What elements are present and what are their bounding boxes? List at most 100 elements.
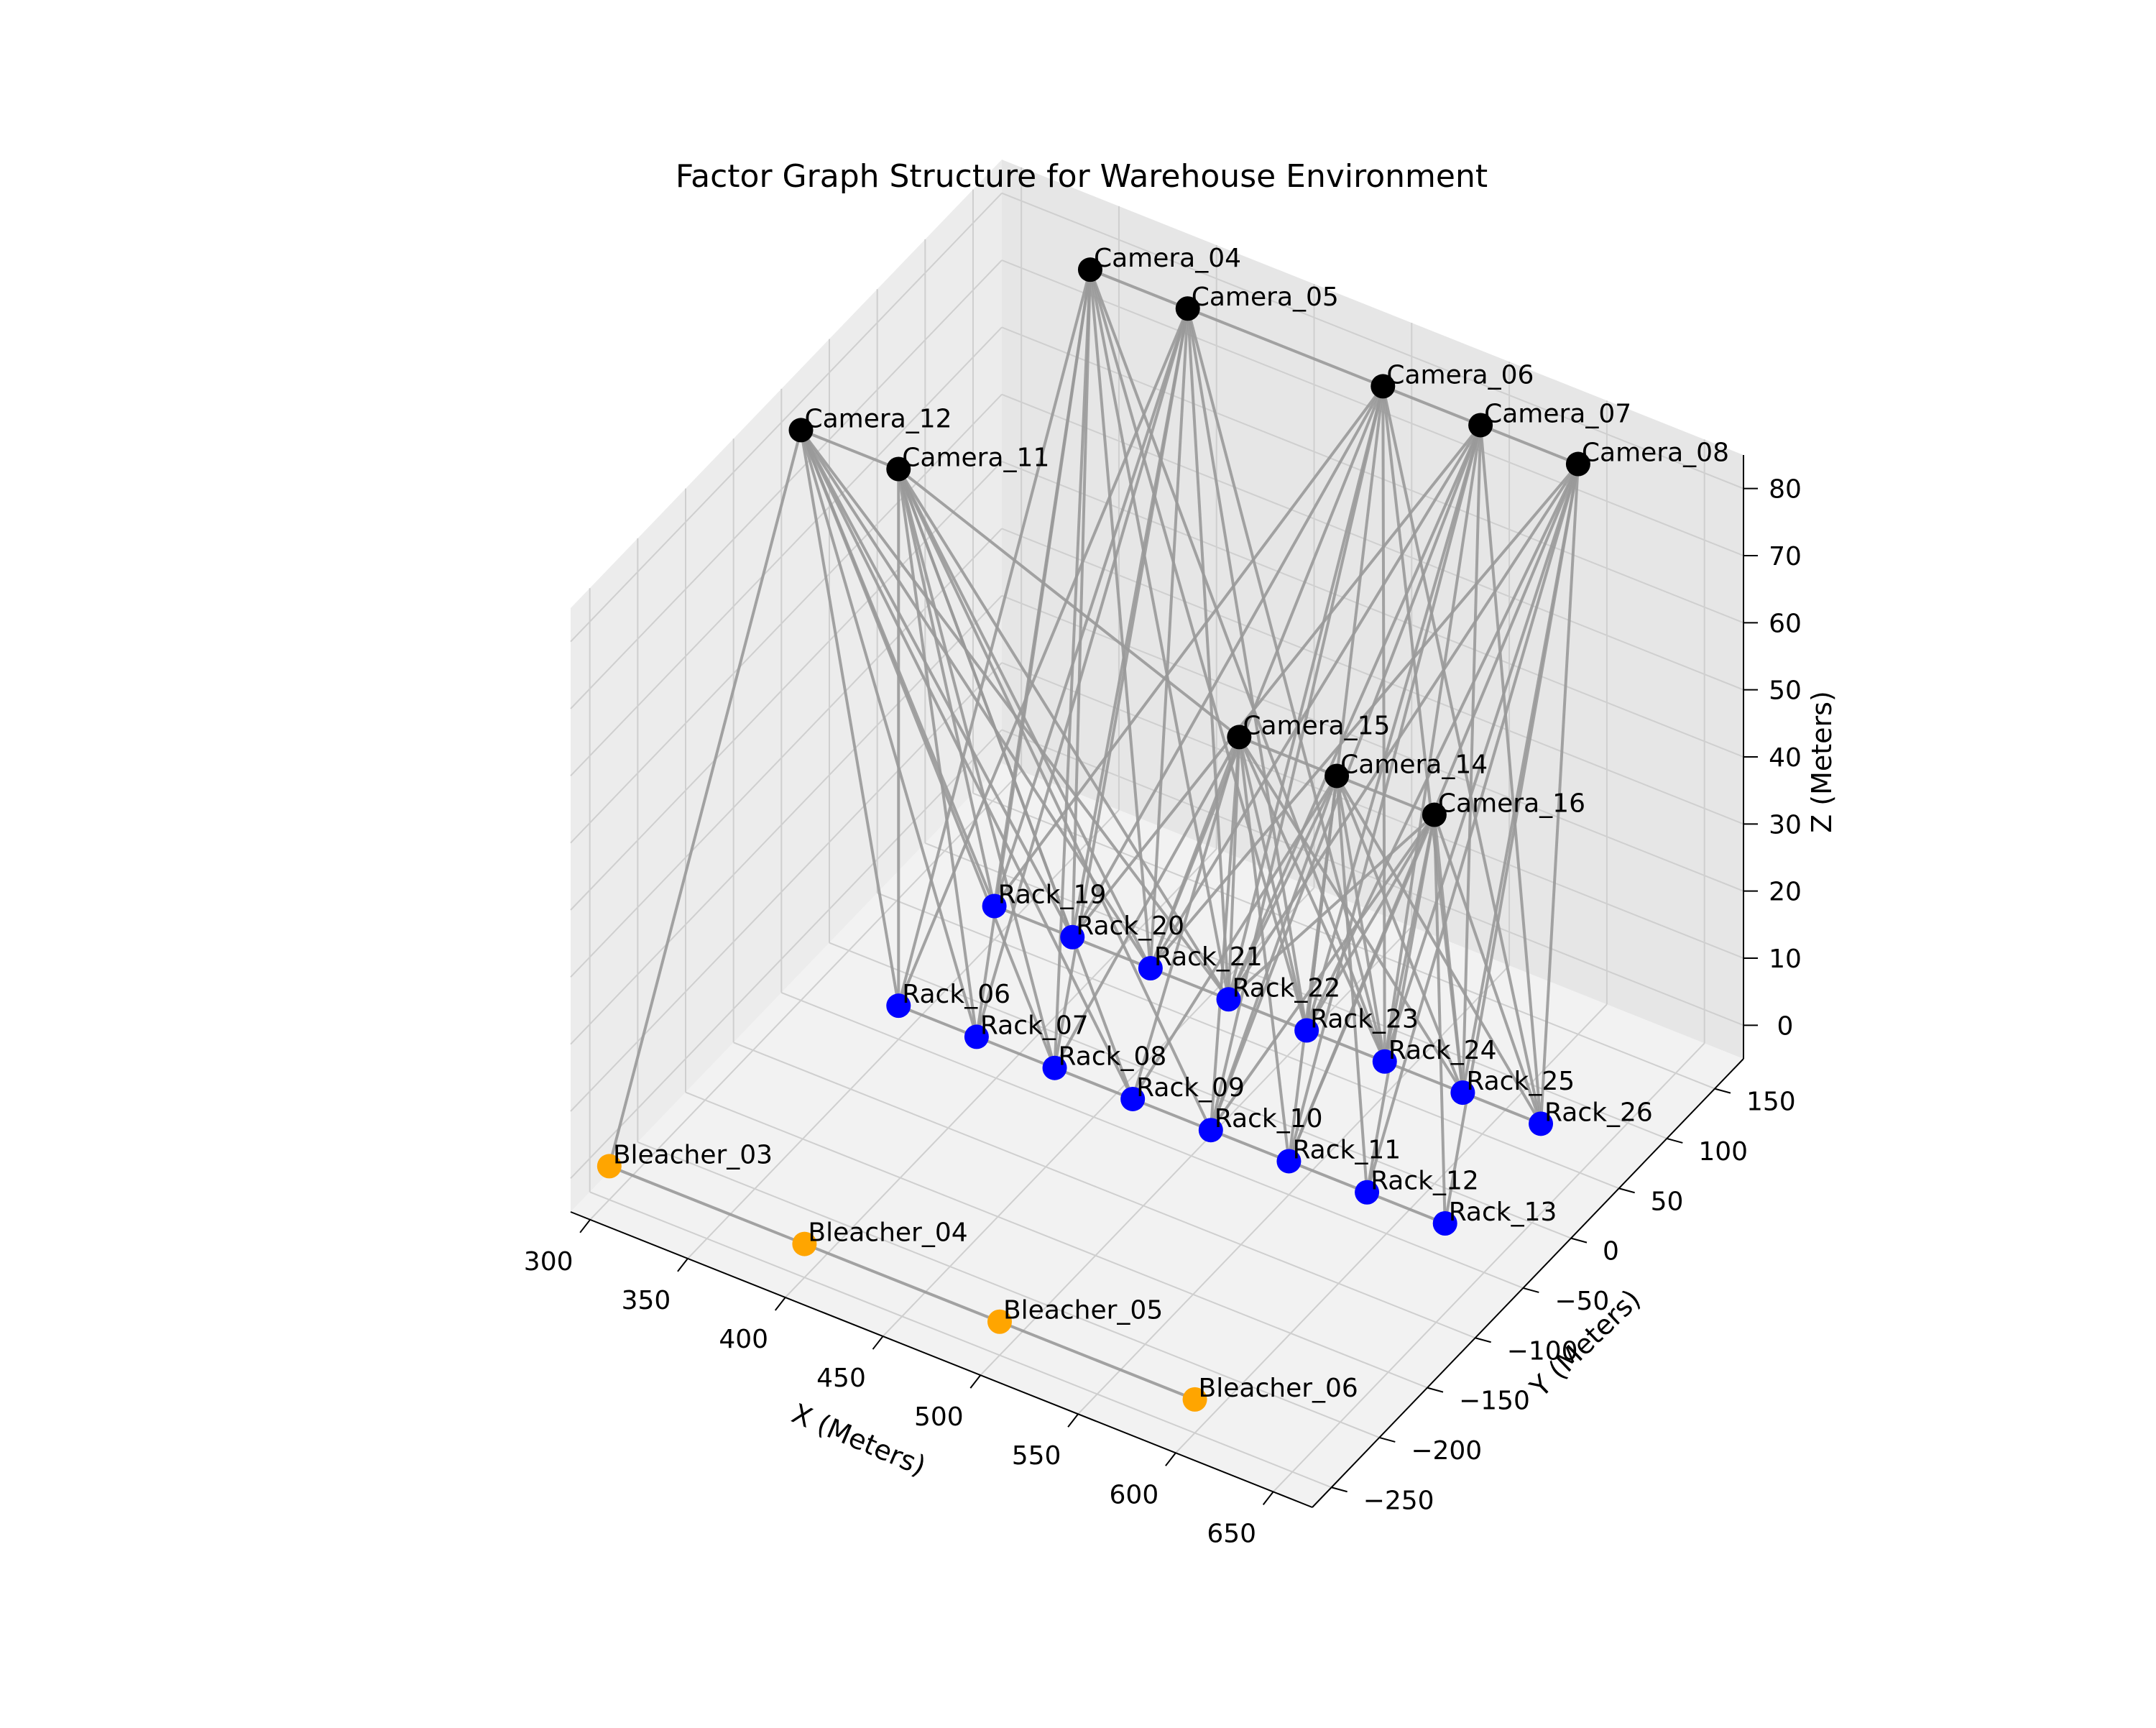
bleacher-label: Bleacher_04	[808, 1218, 967, 1248]
rack-node	[1060, 924, 1085, 950]
camera-label: Camera_07	[1484, 399, 1631, 428]
camera-label: Camera_14	[1340, 750, 1488, 779]
camera-label: Camera_15	[1243, 711, 1390, 740]
chain-edge	[1366, 1190, 1446, 1225]
chain-edge	[1054, 1066, 1133, 1100]
bleacher-label: Bleacher_06	[1199, 1374, 1358, 1403]
z-grid-left	[570, 326, 1003, 777]
chart-title: Factor Graph Structure for Warehouse Env…	[676, 158, 1488, 195]
camera-node	[1468, 413, 1493, 438]
z-grid-back	[1001, 461, 1744, 758]
factor-edge	[1432, 814, 1465, 1093]
bleacher-node	[792, 1231, 817, 1256]
factor-edge	[897, 269, 1092, 1006]
x-tick	[969, 1374, 982, 1389]
rack-node	[1216, 987, 1241, 1012]
chain-edge	[1306, 1029, 1386, 1063]
rack-label: Rack_13	[1449, 1198, 1557, 1227]
factor-edge	[799, 429, 1134, 1100]
camera-label: Camera_12	[804, 404, 952, 433]
x-tick	[1262, 1491, 1274, 1505]
factor-edge	[1383, 814, 1436, 1062]
chain-edge	[976, 1035, 1056, 1070]
factor-edge	[1381, 385, 1542, 1124]
y-tick-label: −250	[1363, 1486, 1434, 1515]
z-tick-label: 0	[1777, 1011, 1794, 1041]
rack-node	[1138, 956, 1163, 981]
rack-label: Rack_25	[1466, 1067, 1575, 1096]
factor-edge	[1209, 775, 1338, 1131]
chain-edge	[609, 1164, 806, 1246]
factor-edge	[1227, 463, 1580, 1001]
x-grid-floor	[1272, 1042, 1705, 1493]
factor-edge	[1209, 737, 1241, 1131]
camera-node	[1227, 725, 1252, 750]
y-tick	[1475, 1337, 1491, 1343]
chain-edge	[1384, 1060, 1464, 1094]
y-tick-label: −150	[1459, 1387, 1530, 1416]
x-tick-label: 350	[622, 1286, 671, 1315]
bleacher-node	[1182, 1387, 1207, 1412]
x-grid-floor	[980, 926, 1413, 1376]
chain-edge	[1187, 307, 1384, 388]
chain-edge	[999, 1320, 1196, 1401]
factor-edge	[1461, 425, 1483, 1093]
floor-pane	[571, 763, 1743, 1507]
factor-edge	[1539, 464, 1580, 1124]
rack-label: Rack_22	[1233, 973, 1341, 1003]
x-tick	[579, 1219, 591, 1233]
x-tick	[1165, 1452, 1176, 1466]
axis-ticks: 300350400450500550600650−250−200−150−100…	[524, 475, 1802, 1549]
camera-node	[1325, 763, 1350, 789]
rack-label: Rack_11	[1292, 1135, 1401, 1164]
node-labels: Camera_04 Camera_05 Camera_06 Camera_07 Came…	[613, 244, 1729, 1403]
y-grid-floor	[877, 892, 1620, 1190]
rack-label: Rack_06	[902, 980, 1010, 1009]
factor-edge	[1287, 814, 1436, 1162]
factor-edge	[1071, 270, 1092, 937]
rack-label: Rack_10	[1215, 1104, 1323, 1134]
y-grid-floor	[637, 1141, 1380, 1438]
factor-edge	[1433, 814, 1542, 1124]
camera-label: Camera_16	[1438, 789, 1585, 819]
factor-edge	[897, 469, 996, 906]
y-tick	[1427, 1387, 1444, 1393]
x-tick	[774, 1297, 786, 1311]
camera-label: Camera_06	[1386, 360, 1534, 390]
rack-node	[1120, 1086, 1146, 1111]
rack-node	[1198, 1118, 1223, 1143]
factor-edge	[1287, 424, 1483, 1162]
x-tick-label: 400	[719, 1325, 768, 1354]
y-grid-floor	[733, 1042, 1476, 1339]
rack-label: Rack_12	[1370, 1167, 1479, 1196]
rack-node	[1276, 1149, 1302, 1174]
y-tick	[1570, 1237, 1588, 1244]
x-tick-label: 600	[1110, 1480, 1159, 1509]
factor-edge	[1238, 736, 1386, 1062]
camera-node	[1422, 802, 1447, 827]
rack-label: Rack_08	[1059, 1042, 1167, 1072]
x-tick-label: 500	[914, 1402, 964, 1432]
x-tick-label: 550	[1012, 1441, 1061, 1471]
rack-label: Rack_23	[1310, 1005, 1419, 1034]
z-grid-back	[1001, 393, 1744, 691]
y-tick-label: 150	[1746, 1088, 1796, 1117]
camera-node	[1370, 374, 1396, 399]
y-tick	[1379, 1436, 1396, 1443]
rack-node	[1294, 1018, 1319, 1043]
factor-edge	[1131, 736, 1241, 1100]
z-grid-back	[1001, 662, 1744, 959]
chain-edge	[1462, 1091, 1542, 1126]
factor-edge	[1238, 736, 1465, 1094]
y-tick-label: 0	[1603, 1237, 1619, 1267]
factor-edge	[897, 468, 1212, 1131]
factor-edge	[993, 385, 1384, 907]
rack-node	[964, 1024, 989, 1049]
y-tick-label: −100	[1507, 1336, 1578, 1366]
rack-node	[1372, 1049, 1397, 1074]
factor-edge	[1432, 814, 1447, 1224]
z-axis-title: Z (Meters)	[1806, 691, 1838, 833]
camera-node	[1175, 296, 1200, 321]
rack-label: Rack_19	[998, 880, 1107, 909]
